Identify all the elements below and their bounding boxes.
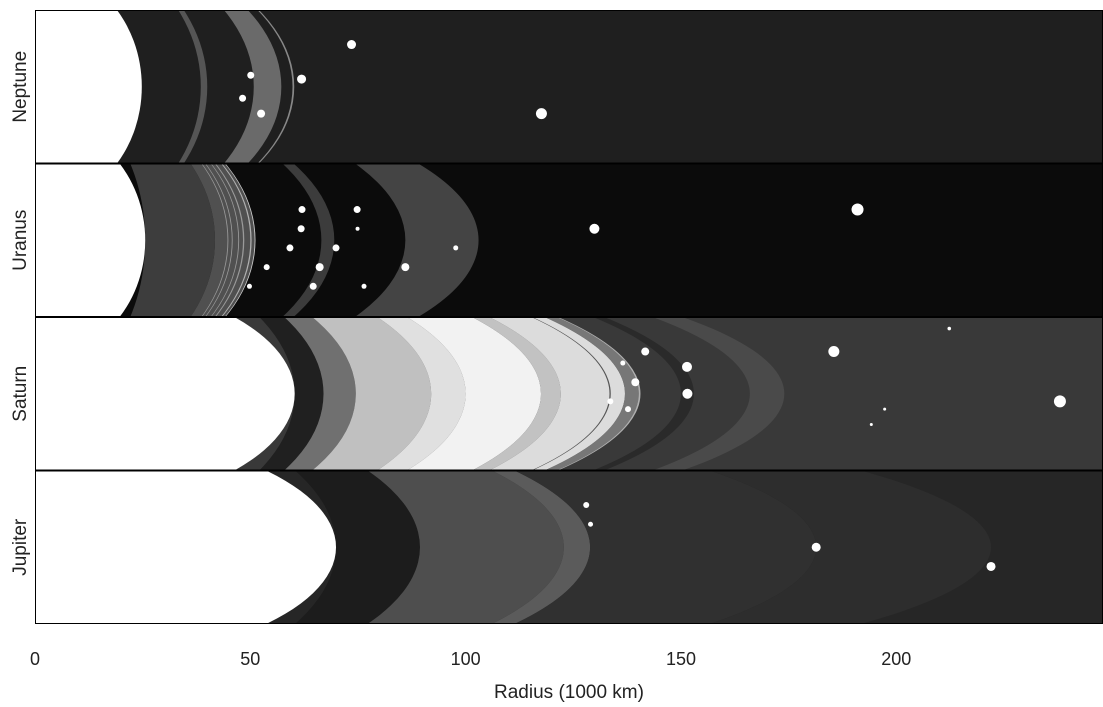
- x-tick-label: 100: [451, 649, 481, 669]
- moon-point: [986, 561, 996, 571]
- ring-band: [35, 317, 324, 471]
- moon-point: [239, 94, 247, 102]
- ring-band: [35, 470, 817, 624]
- ring-band: [35, 317, 466, 471]
- moon-point: [883, 407, 887, 411]
- moon-point: [332, 244, 340, 252]
- moon-point: [355, 226, 360, 231]
- moon-point: [1053, 395, 1066, 408]
- moon-point: [583, 502, 590, 509]
- x-tick-label: 150: [666, 649, 696, 669]
- panel-label-neptune: Neptune: [10, 51, 31, 123]
- panel-label-uranus: Uranus: [10, 210, 31, 271]
- planet-jupiter: [35, 470, 336, 624]
- moon-point: [286, 244, 294, 252]
- panel-neptune: [35, 10, 1103, 164]
- ring-band: [35, 470, 591, 624]
- moon-point: [297, 225, 305, 233]
- moon-point: [246, 283, 252, 289]
- moon-point: [298, 206, 306, 214]
- panel-uranus: [35, 163, 1103, 317]
- ring-band: [35, 470, 992, 624]
- moon-point: [828, 346, 840, 358]
- panel-label-jupiter: Jupiter: [10, 518, 31, 576]
- moon-point: [347, 40, 357, 50]
- x-axis-label: Radius (1000 km): [494, 682, 644, 703]
- ring-band: [35, 10, 208, 164]
- moon-point: [361, 283, 367, 289]
- ring-band: [35, 317, 639, 471]
- panel-background: [35, 10, 1103, 164]
- moon-point: [353, 206, 361, 214]
- moon-point: [620, 360, 626, 366]
- moon-point: [535, 108, 547, 120]
- moon-point: [811, 542, 821, 552]
- panel-saturn: [35, 317, 1103, 471]
- moon-point: [401, 263, 410, 272]
- panel-label-saturn: Saturn: [10, 366, 31, 422]
- ring-band: [35, 470, 420, 624]
- x-axis: 0 50 100 150 200: [30, 649, 911, 669]
- x-tick-label: 200: [881, 649, 911, 669]
- planet-uranus: [35, 163, 146, 317]
- moon-point: [681, 361, 692, 372]
- ring-band: [35, 317, 542, 471]
- planet-neptune: [35, 10, 142, 164]
- moon-point: [869, 422, 873, 426]
- ring-band: [35, 317, 432, 471]
- ring-band: [35, 317, 785, 471]
- panel-jupiter: [35, 470, 1103, 624]
- moon-point: [607, 398, 614, 405]
- moon-point: [263, 264, 270, 271]
- ring-band: [35, 317, 694, 471]
- moon-point: [851, 203, 864, 216]
- moon-point: [257, 109, 266, 118]
- moon-point: [682, 388, 693, 399]
- moon-point: [247, 71, 255, 79]
- ring-band: [35, 163, 479, 317]
- moon-point: [309, 282, 317, 290]
- moon-point: [315, 263, 324, 272]
- moon-point: [947, 326, 952, 331]
- ring-band: [35, 317, 625, 471]
- ring-band: [35, 10, 282, 164]
- ring-band: [35, 470, 564, 624]
- ring-band: [35, 317, 356, 471]
- moon-point: [297, 74, 307, 84]
- moon-point: [453, 245, 459, 251]
- x-tick-label: 0: [30, 649, 40, 669]
- moon-point: [588, 521, 594, 527]
- ring-band: [35, 163, 216, 317]
- moon-point: [631, 378, 640, 387]
- planet-saturn: [35, 317, 295, 471]
- moon-point: [641, 347, 650, 356]
- moon-point: [589, 223, 600, 234]
- ring-band: [35, 317, 561, 471]
- moon-point: [624, 406, 631, 413]
- x-tick-label: 50: [240, 649, 260, 669]
- ring-band: [35, 163, 335, 317]
